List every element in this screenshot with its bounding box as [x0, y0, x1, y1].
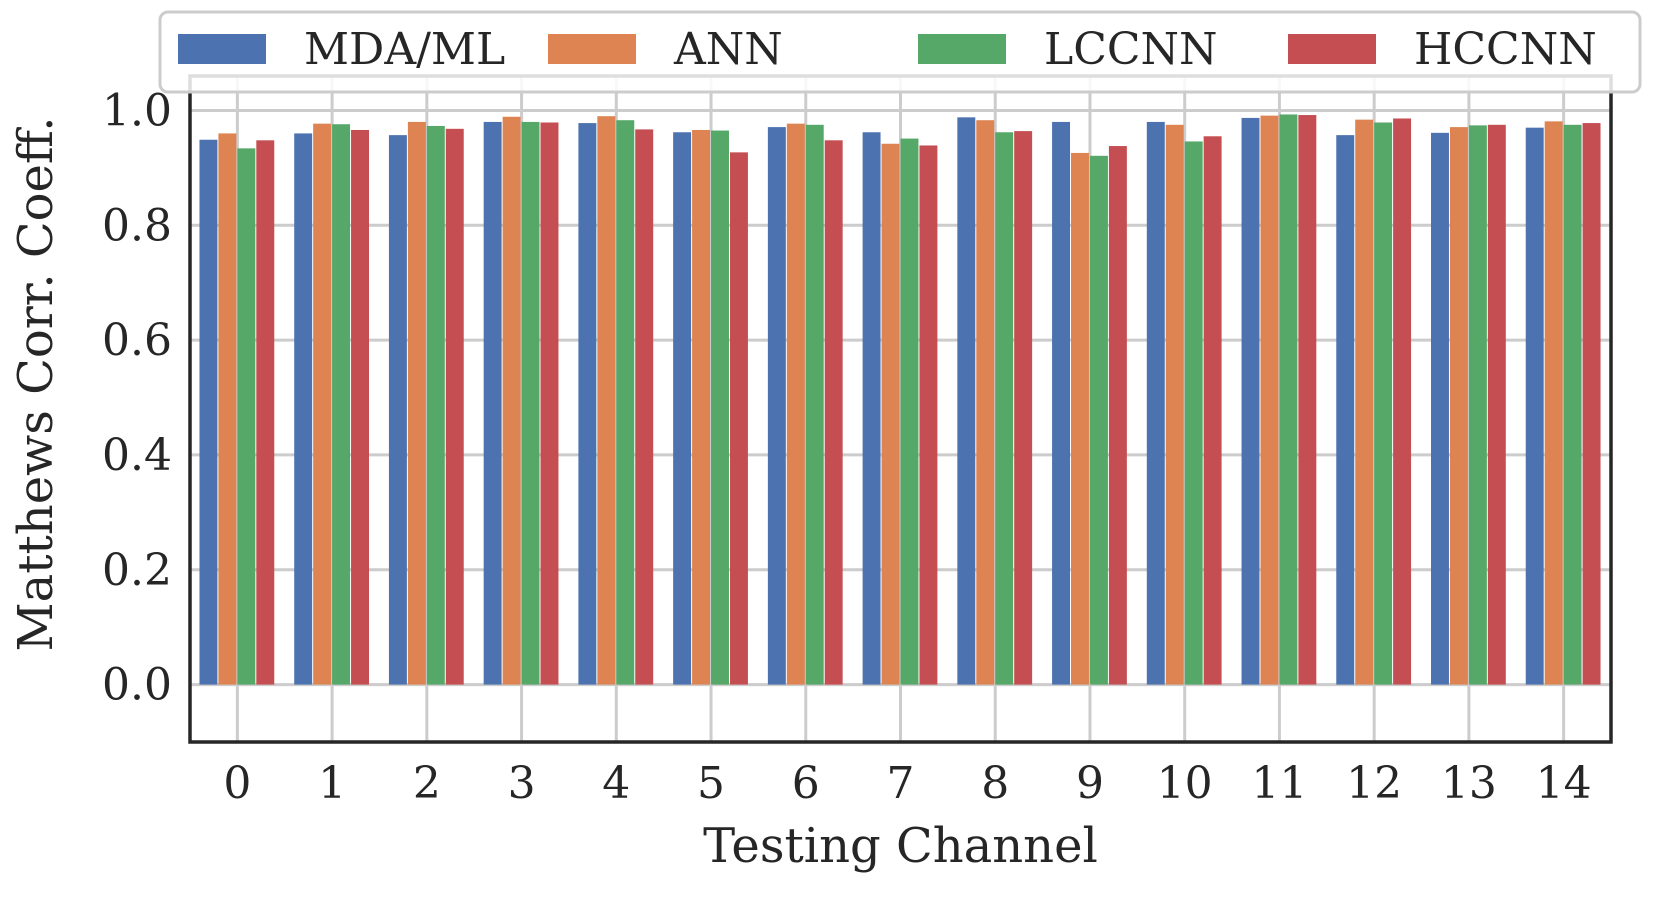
x-tick-label: 0 [223, 758, 251, 809]
y-tick-label: 0.8 [102, 200, 172, 251]
bar-lccnn [1374, 122, 1393, 685]
x-tick-label: 10 [1157, 758, 1213, 809]
legend-label: ANN [673, 24, 783, 75]
bar-lccnn [332, 124, 351, 685]
bar-hccnn [1393, 118, 1412, 685]
bar-ann [786, 123, 805, 685]
bar-ann [976, 120, 995, 685]
bar-lccnn [616, 120, 635, 685]
y-tick-label: 1.0 [102, 85, 172, 136]
x-tick-label: 4 [602, 758, 630, 809]
bar-lccnn [1279, 114, 1298, 685]
bar-hccnn [824, 140, 843, 685]
bar-lccnn [521, 121, 540, 685]
bar-hccnn [256, 140, 275, 685]
bar-mda-ml [388, 135, 407, 685]
bar-lccnn [995, 132, 1014, 685]
bar-mda-ml [483, 121, 502, 685]
legend-swatch [178, 34, 266, 64]
bar-lccnn [1468, 125, 1487, 685]
y-tick-labels: 0.0 0.2 0.4 0.6 0.8 1.0 [102, 85, 172, 710]
x-tick-label: 3 [508, 758, 536, 809]
bar-ann [1165, 124, 1184, 685]
bar-hccnn [1014, 131, 1033, 685]
bar-mda-ml [957, 117, 976, 685]
bar-mda-ml [1052, 121, 1071, 685]
bar-lccnn [1184, 141, 1203, 685]
bar-mda-ml [199, 139, 218, 685]
legend-label: HCCNN [1414, 24, 1597, 75]
bar-hccnn [1203, 136, 1222, 685]
bar-mda-ml [294, 133, 313, 685]
bar-ann [1260, 115, 1279, 685]
bar-mda-ml [862, 132, 881, 685]
x-tick-label: 6 [792, 758, 820, 809]
bar-lccnn [1089, 155, 1108, 685]
bar-ann [407, 121, 426, 685]
bar-hccnn [1298, 115, 1317, 685]
x-tick-label: 2 [413, 758, 441, 809]
legend-swatch [918, 34, 1006, 64]
x-tick-label: 12 [1346, 758, 1402, 809]
legend-swatch [548, 34, 636, 64]
legend-box [158, 10, 1642, 94]
bar-mda-ml [1336, 135, 1355, 685]
bar-ann [881, 143, 900, 685]
x-tick-label: 11 [1251, 758, 1307, 809]
bar-hccnn [1108, 146, 1127, 685]
x-tick-label: 1 [318, 758, 346, 809]
x-tick-label: 7 [887, 758, 915, 809]
legend: MDA/ML ANN LCCNN HCCNN [158, 10, 1642, 94]
x-tick-label: 9 [1076, 758, 1104, 809]
bar-mda-ml [1241, 117, 1260, 685]
bar-hccnn [729, 152, 748, 685]
y-tick-label: 0.2 [102, 545, 172, 596]
bar-lccnn [1563, 124, 1582, 685]
x-tick-labels: 0 1 2 3 4 5 6 7 8 9 10 11 12 13 14 [223, 758, 1591, 809]
y-axis-title: Matthews Corr. Coeff. [8, 116, 64, 651]
x-tick-label: 8 [981, 758, 1009, 809]
bar-ann [692, 129, 711, 685]
bar-ann [502, 116, 521, 685]
bar-hccnn [445, 128, 464, 685]
bar-mda-ml [578, 123, 597, 685]
bar-mda-ml [1525, 127, 1544, 685]
bar-ann [1449, 127, 1468, 685]
bar-lccnn [805, 124, 824, 685]
bar-ann [1544, 121, 1563, 685]
bar-mda-ml [767, 127, 786, 685]
y-tick-label: 0.4 [102, 430, 172, 481]
bar-hccnn [635, 129, 654, 685]
bar-ann [1355, 119, 1374, 685]
x-axis-title: Testing Channel [703, 818, 1098, 874]
bar-hccnn [1487, 124, 1506, 685]
bar-mda-ml [1146, 121, 1165, 685]
bar-ann [313, 123, 332, 685]
x-tick-label: 5 [697, 758, 725, 809]
bars [199, 114, 1601, 685]
bar-ann [1071, 152, 1089, 685]
y-tick-label: 0.0 [102, 660, 172, 711]
legend-label: LCCNN [1044, 24, 1218, 75]
bar-ann [218, 133, 237, 685]
bar-ann [597, 116, 616, 685]
bar-hccnn [919, 145, 938, 685]
bar-mda-ml [1431, 132, 1449, 685]
legend-label: MDA/ML [304, 24, 505, 75]
legend-swatch [1288, 34, 1376, 64]
bar-lccnn [711, 130, 729, 685]
bar-lccnn [237, 148, 256, 685]
y-tick-label: 0.6 [102, 315, 172, 366]
bar-lccnn [426, 125, 445, 685]
bar-hccnn [540, 122, 559, 685]
bar-mda-ml [673, 132, 692, 685]
x-tick-label: 14 [1536, 758, 1592, 809]
bar-hccnn [351, 129, 369, 685]
bar-hccnn [1582, 123, 1601, 685]
bar-lccnn [900, 138, 919, 685]
x-tick-label: 13 [1441, 758, 1497, 809]
